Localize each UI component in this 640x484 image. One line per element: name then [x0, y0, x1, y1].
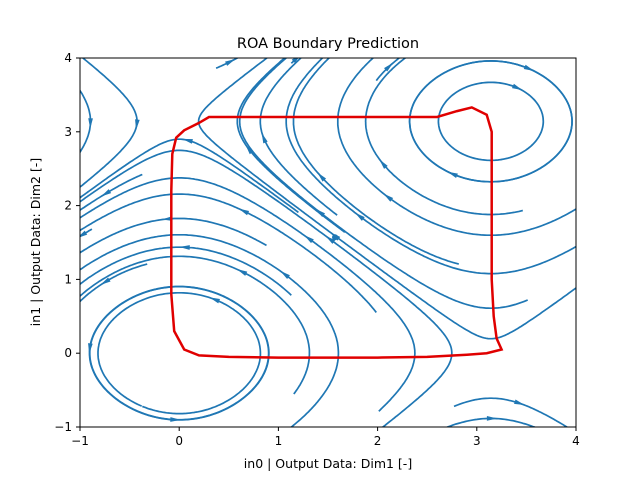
stream-arrow: [291, 58, 299, 64]
stream-arrow: [379, 159, 388, 169]
streamline: [80, 255, 311, 395]
x-tick-label: 2: [374, 434, 382, 448]
streamline: [364, 58, 523, 216]
streamline: [453, 397, 569, 427]
stream-arrow: [261, 132, 268, 144]
stream-arrow: [182, 138, 193, 144]
y-tick-label: 0: [64, 346, 72, 360]
stream-arrow: [80, 230, 88, 238]
stream-arrow: [511, 83, 523, 91]
stream-arrow: [209, 297, 220, 304]
stream-arrow: [88, 118, 93, 129]
stream-arrows: [80, 58, 535, 422]
x-axis-label: in0 | Output Data: Dim1 [-]: [244, 456, 412, 471]
streamline: [259, 58, 338, 216]
stream-arrow: [486, 416, 498, 421]
stream-arrow: [315, 208, 326, 218]
stream-arrow: [170, 417, 181, 422]
stream-arrow: [225, 59, 236, 66]
vortex-center: [332, 234, 339, 241]
stream-arrow: [236, 269, 248, 276]
stream-arrow: [88, 343, 93, 354]
stream-arrow: [523, 64, 535, 71]
stream-arrow: [245, 144, 254, 155]
stream-arrow: [100, 277, 111, 285]
y-tick-label: 1: [64, 272, 72, 286]
streamline: [80, 233, 340, 427]
streamline: [80, 246, 292, 296]
streamline: [292, 58, 460, 265]
stream-arrow: [280, 270, 290, 279]
stream-arrow: [101, 189, 112, 197]
plot-frame: [79, 57, 577, 428]
streamline: [80, 193, 377, 313]
stream-arrow: [383, 193, 394, 202]
streamline: [80, 263, 148, 303]
streamline: [445, 417, 537, 427]
streamline: [80, 88, 92, 154]
x-tick-label: −1: [71, 434, 89, 448]
stream-arrow: [514, 399, 525, 406]
stream-arrow: [304, 235, 314, 244]
y-tick-label: 4: [64, 51, 72, 65]
x-tick-label: 0: [175, 434, 183, 448]
streamline: [88, 285, 270, 421]
streamline: [336, 58, 576, 237]
stream-arrow: [384, 62, 394, 72]
chart-title: ROA Boundary Prediction: [237, 36, 419, 52]
y-tick-label: −1: [54, 420, 72, 434]
stream-arrow: [447, 171, 458, 178]
stream-arrow: [317, 172, 327, 182]
stream-arrow: [238, 208, 250, 216]
streamlines: [80, 58, 576, 427]
y-tick-label: 2: [64, 199, 72, 213]
x-tick-label: 3: [473, 434, 481, 448]
y-axis-ticks: −1 0 1 2 3 4: [54, 51, 80, 434]
x-tick-label: 1: [275, 434, 283, 448]
stream-arrow: [179, 245, 190, 250]
streamline: [80, 149, 453, 427]
y-tick-label: 3: [64, 125, 72, 139]
stream-arrow: [354, 212, 365, 221]
streamline: [97, 291, 262, 415]
stream-arrow: [161, 216, 173, 221]
stream-arrow: [135, 119, 140, 130]
y-axis-label: in1 | Output Data: Dim2 [-]: [28, 158, 43, 326]
stream-arrow: [325, 235, 336, 244]
x-axis-ticks: −1 0 1 2 3 4: [71, 427, 580, 448]
x-tick-label: 4: [572, 434, 580, 448]
roa-boundary-curve: [170, 106, 504, 359]
